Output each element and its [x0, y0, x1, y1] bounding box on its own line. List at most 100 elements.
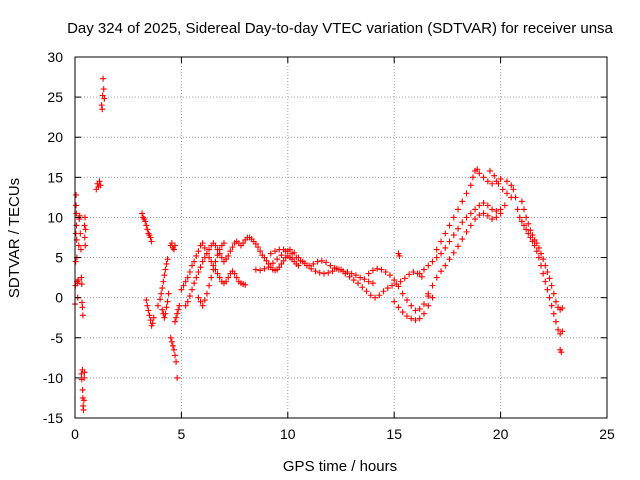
data-point [240, 240, 247, 247]
data-point [73, 210, 80, 217]
data-point [491, 172, 498, 179]
x-axis-label: GPS time / hours [283, 458, 397, 475]
data-point [170, 246, 177, 253]
data-point [476, 202, 483, 209]
data-point [72, 258, 79, 265]
y-tick-label: -10 [43, 370, 63, 386]
data-point [216, 246, 223, 253]
data-point [149, 320, 156, 327]
data-point [293, 254, 300, 261]
data-point [73, 202, 80, 209]
data-point [438, 250, 445, 257]
data-point [503, 178, 510, 185]
data-point [480, 174, 487, 181]
data-point [206, 246, 213, 253]
data-point [442, 244, 449, 251]
data-point [274, 256, 281, 263]
x-tick-label: 25 [599, 426, 615, 442]
data-point [544, 268, 551, 275]
data-point [501, 202, 508, 209]
data-point [78, 370, 85, 377]
data-point [558, 349, 565, 356]
data-point [161, 314, 168, 321]
data-point [216, 274, 223, 281]
data-point [180, 282, 187, 289]
data-point [514, 206, 521, 213]
data-point [146, 312, 153, 319]
data-point [81, 374, 88, 381]
data-point [201, 244, 208, 251]
data-point [186, 293, 193, 300]
data-point [489, 216, 496, 223]
data-point [416, 315, 423, 322]
data-point [480, 210, 487, 217]
data-point [459, 219, 466, 226]
series-decline-20to23h [503, 178, 566, 356]
data-point [438, 268, 445, 275]
data-point [486, 167, 493, 174]
data-point [242, 281, 249, 288]
data-point [80, 406, 87, 413]
data-point [325, 269, 332, 276]
data-point [425, 262, 432, 269]
data-point [173, 314, 180, 321]
data-point [372, 294, 379, 301]
data-point [397, 278, 404, 285]
data-point [497, 210, 504, 217]
series-arc-3h [139, 210, 157, 329]
series-early-scatter-c [93, 75, 108, 193]
data-point [82, 214, 89, 221]
data-point [189, 262, 196, 269]
data-point [160, 278, 167, 285]
data-point [255, 244, 262, 251]
data-point [284, 248, 291, 255]
data-point [538, 250, 545, 257]
data-point [168, 338, 175, 345]
series-dip-4.5h [167, 302, 183, 381]
data-point [546, 294, 553, 301]
data-point [438, 238, 445, 245]
data-point [162, 310, 169, 317]
data-point [433, 254, 440, 261]
data-point [533, 240, 540, 247]
data-point [540, 256, 547, 263]
data-point [535, 244, 542, 251]
data-point [359, 284, 366, 291]
data-point [206, 282, 213, 289]
data-point [516, 214, 523, 221]
data-point [184, 298, 191, 305]
data-point [297, 257, 304, 264]
y-tick-label: -5 [51, 330, 64, 346]
data-point [272, 248, 279, 255]
axis-ticks: 0 5 10 15 20 25 -15 -10 -5 0 5 10 15 20 25 30 [43, 49, 615, 442]
data-point [193, 252, 200, 259]
y-tick-label: 15 [47, 169, 63, 185]
data-point [493, 214, 500, 221]
data-point [308, 265, 315, 272]
data-point [203, 250, 210, 257]
data-point [484, 212, 491, 219]
data-point [459, 198, 466, 205]
data-point [420, 310, 427, 317]
data-point [174, 374, 181, 381]
data-point [184, 274, 191, 281]
data-point [469, 174, 476, 181]
data-point [525, 230, 532, 237]
data-point [100, 86, 107, 93]
data-point [433, 274, 440, 281]
data-point [218, 254, 225, 261]
data-point [395, 304, 402, 311]
data-point [467, 182, 474, 189]
data-point [214, 270, 221, 277]
data-point [446, 222, 453, 229]
data-point [378, 266, 385, 273]
data-point [450, 249, 457, 256]
data-point [338, 266, 344, 273]
data-point [365, 270, 372, 277]
data-point [280, 257, 287, 264]
y-tick-label: 30 [47, 49, 63, 65]
data-point [352, 272, 359, 279]
data-point [261, 254, 268, 261]
data-point [420, 301, 427, 308]
data-point [401, 275, 408, 282]
